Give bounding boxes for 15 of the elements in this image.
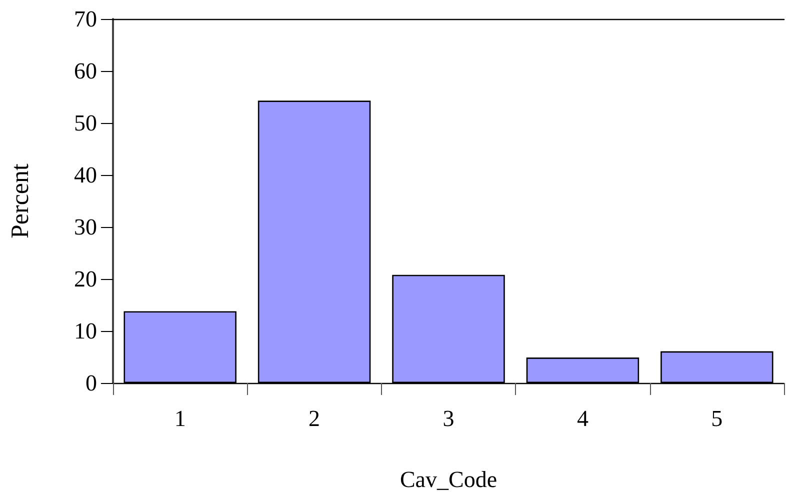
x-tick-label: 2 bbox=[308, 406, 320, 431]
y-tick-label: 20 bbox=[74, 266, 97, 292]
y-tick-label: 0 bbox=[86, 370, 97, 396]
x-tick-label: 4 bbox=[576, 406, 589, 431]
y-tick-label: 50 bbox=[74, 110, 97, 136]
x-tick-label: 1 bbox=[174, 406, 186, 431]
x-tick-label: 3 bbox=[442, 406, 454, 431]
y-tick-label: 10 bbox=[74, 318, 97, 344]
y-tick-label: 60 bbox=[74, 58, 97, 84]
x-axis-title: Cav_Code bbox=[400, 467, 498, 492]
y-axis-title: Percent bbox=[7, 163, 34, 238]
y-tick-label: 40 bbox=[74, 162, 97, 188]
y-tick-label: 30 bbox=[74, 214, 97, 240]
y-tick-label: 70 bbox=[74, 6, 97, 32]
x-tick-label: 5 bbox=[711, 406, 723, 431]
